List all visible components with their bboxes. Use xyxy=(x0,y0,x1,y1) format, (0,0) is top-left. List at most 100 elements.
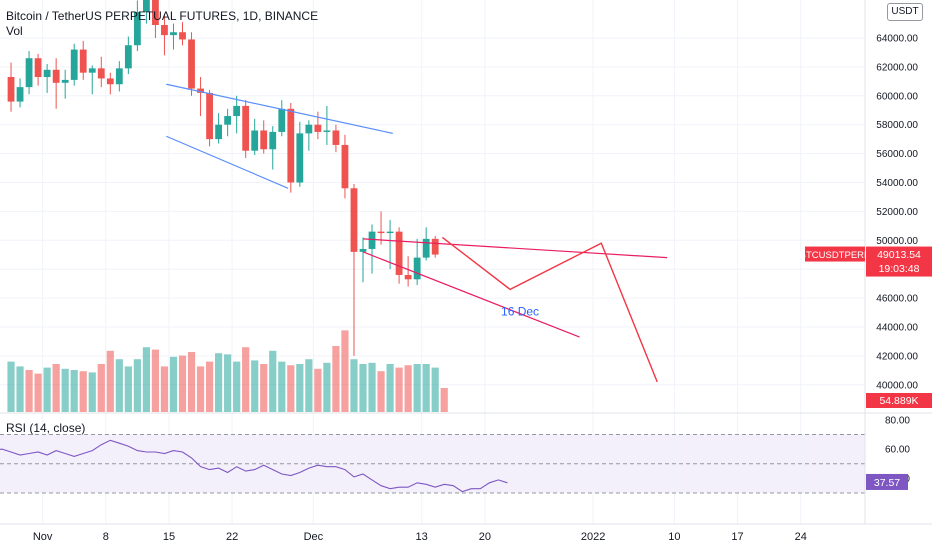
candle-body xyxy=(305,124,313,134)
candle-body xyxy=(16,87,24,102)
volume-tag-value: 54.889K xyxy=(879,395,918,407)
volume-bar xyxy=(386,364,394,412)
time-tick-label: 17 xyxy=(731,531,743,543)
candle-body xyxy=(431,238,439,255)
price-tick-label: 46000.00 xyxy=(876,294,918,305)
candle-body xyxy=(278,108,286,132)
candle-body xyxy=(161,24,168,36)
volume-bar xyxy=(440,388,448,412)
volume-bar xyxy=(178,355,187,412)
candle-body xyxy=(70,49,78,80)
price-tag-value: 49013.54 xyxy=(877,249,921,261)
candle-body xyxy=(314,124,322,132)
candle-body xyxy=(341,144,349,189)
chart-title: Bitcoin / TetherUS PERPETUAL FUTURES, 1D… xyxy=(6,9,319,23)
candle-body xyxy=(152,0,159,25)
volume-bar xyxy=(287,365,295,412)
candle-body xyxy=(395,231,403,275)
rsi-band-fill xyxy=(0,434,865,494)
falling-wedge-lower-line xyxy=(362,251,580,338)
candle-body xyxy=(296,133,304,183)
volume-bar xyxy=(260,364,268,412)
candle-body xyxy=(260,130,268,150)
volume-bar xyxy=(115,359,123,412)
price-tick-label: 60000.00 xyxy=(876,91,918,102)
price-tick-label: 52000.00 xyxy=(876,207,918,218)
time-tick-label: Nov xyxy=(33,531,53,543)
candle-body xyxy=(350,188,358,252)
volume-bar xyxy=(133,359,141,412)
volume-tag-box xyxy=(866,393,932,408)
time-tick-label: 24 xyxy=(795,531,807,543)
candle-body xyxy=(106,78,114,85)
volume-bar xyxy=(142,347,150,412)
volume-bar xyxy=(151,349,160,412)
candle-body xyxy=(88,68,96,73)
time-tick-label: Dec xyxy=(304,531,324,543)
candle-body xyxy=(133,11,141,46)
candle-body xyxy=(61,79,69,83)
candle-body xyxy=(251,130,259,151)
volume-bar xyxy=(422,364,430,412)
candle-body xyxy=(404,274,412,280)
time-tick-label: 22 xyxy=(226,531,238,543)
time-tick-label: 10 xyxy=(668,531,680,543)
projection-path-line xyxy=(441,236,658,383)
candle-body xyxy=(188,39,195,89)
candle-body xyxy=(413,257,421,280)
volume-bar xyxy=(323,362,331,412)
price-tick-label: 40000.00 xyxy=(876,380,918,391)
volume-bar xyxy=(332,346,340,412)
time-tick-label: 13 xyxy=(416,531,428,543)
volume-bar xyxy=(296,364,304,412)
candle-body xyxy=(386,231,394,234)
volume-bar xyxy=(79,371,87,412)
candle-body xyxy=(368,231,376,249)
candle-body xyxy=(52,69,60,83)
volume-bar xyxy=(404,365,412,412)
candle-body xyxy=(233,105,241,117)
volume-bar xyxy=(205,361,214,412)
price-tag-box xyxy=(866,246,932,277)
candle-body xyxy=(224,116,232,125)
candle-body xyxy=(359,248,367,252)
candle-body xyxy=(332,130,340,145)
downtrend-channel-upper-line xyxy=(166,83,393,134)
volume-bar xyxy=(61,368,69,412)
candle-body xyxy=(287,108,295,183)
price-tick-label: 58000.00 xyxy=(876,120,918,131)
volume-bar xyxy=(368,362,376,412)
candle-body xyxy=(143,0,150,12)
candle-body xyxy=(215,124,222,140)
volume-bar xyxy=(25,370,33,412)
volume-bar xyxy=(377,371,385,412)
rsi-legend: RSI (14, close) xyxy=(6,421,86,435)
candle-body xyxy=(377,231,385,234)
volume-bar xyxy=(350,359,358,412)
volume-bar xyxy=(70,370,78,412)
candle-body xyxy=(97,68,105,79)
volume-bar xyxy=(251,360,259,412)
volume-bar xyxy=(341,330,349,412)
volume-bar xyxy=(187,352,196,412)
volume-bar xyxy=(16,366,24,412)
candle-body xyxy=(422,238,430,258)
price-tag-countdown: 19:03:48 xyxy=(879,263,920,275)
volume-bar xyxy=(34,373,42,412)
candle-body xyxy=(206,92,213,140)
volume-bar xyxy=(106,350,114,412)
rsi-line xyxy=(0,439,508,493)
volume-bar xyxy=(233,361,241,412)
volume-bar xyxy=(196,366,205,412)
price-tick-label: 62000.00 xyxy=(876,62,918,73)
candle-body xyxy=(269,131,277,150)
candle-body xyxy=(43,69,51,78)
candle-body xyxy=(25,58,33,88)
symbol-tag-box xyxy=(805,246,865,262)
candle-body xyxy=(79,49,87,73)
price-tick-label: 44000.00 xyxy=(876,323,918,334)
currency-selector-button[interactable]: USDT xyxy=(887,3,923,21)
volume-bar xyxy=(413,364,421,412)
